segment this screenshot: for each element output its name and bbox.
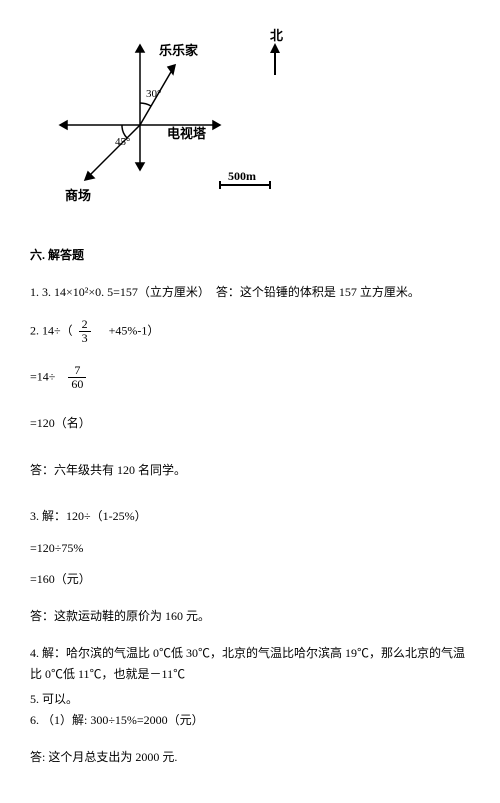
p6-answer: 答: 这个月总支出为 2000 元. [30,747,470,769]
problem-2: 2. 14÷（ 2 3 +45%-1） =14÷ 7 60 =120（名） 答：… [30,318,470,481]
p6-line1: 6. （1）解: 300÷15%=2000（元） [30,710,470,732]
p5-text: 5. 可以。 [30,692,78,706]
problem-6: 6. （1）解: 300÷15%=2000（元） 答: 这个月总支出为 2000… [30,710,470,768]
section-title: 六. 解答题 [30,245,470,267]
label-angle-top: 30° [146,88,161,100]
label-mall: 商场 [65,188,91,203]
p3-line1: 3. 解：120÷（1-25%） [30,506,470,528]
p4-text: 4. 解：哈尔滨的气温比 0℃低 30℃，北京的气温比哈尔滨高 19℃，那么北京… [30,646,465,682]
label-tower: 电视塔 [167,126,207,141]
problem-1: 1. 3. 14×10²×0. 5=157（立方厘米） 答：这个铅锤的体积是 1… [30,282,470,304]
p2-answer: 答：六年级共有 120 名同学。 [30,460,470,482]
p2-prefix: 2. 14÷（ [30,324,73,338]
label-home: 乐乐家 [159,43,199,58]
p2-mid: +45%-1） [97,324,160,338]
problem-3: 3. 解：120÷（1-25%） =120÷75% =160（元） 答：这款运动… [30,506,470,627]
p2-frac1: 2 3 [79,318,91,345]
label-scale: 500m [228,169,256,183]
p2-frac1-den: 3 [79,332,91,345]
label-north: 北 [270,28,283,43]
label-angle-bottom: 45° [115,136,130,148]
compass-diagram: 乐乐家 北 30° 45° 电视塔 商场 500m [30,25,310,225]
p3-line2: =120÷75% [30,538,470,560]
p2-frac1-num: 2 [79,318,91,332]
p1-text: 1. 3. 14×10²×0. 5=157（立方厘米） 答：这个铅锤的体积是 1… [30,285,420,299]
p3-answer: 答：这款运动鞋的原价为 160 元。 [30,606,470,628]
p2-frac2: 7 60 [68,364,86,391]
p2-eq-prefix: =14÷ [30,369,55,383]
p2-frac2-num: 7 [68,364,86,378]
p2-result: =120（名） [30,413,470,435]
p2-frac2-den: 60 [68,378,86,391]
p3-line3: =160（元） [30,569,470,591]
problem-5: 5. 可以。 [30,689,470,711]
problem-4: 4. 解：哈尔滨的气温比 0℃低 30℃，北京的气温比哈尔滨高 19℃，那么北京… [30,643,470,686]
